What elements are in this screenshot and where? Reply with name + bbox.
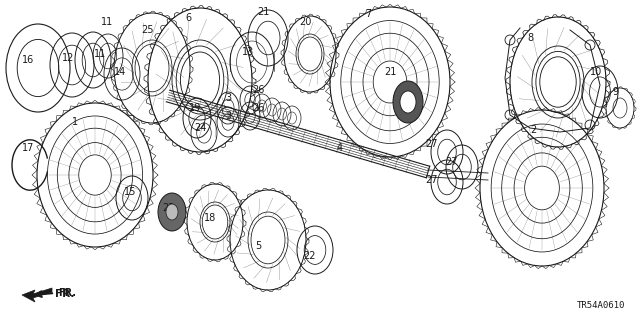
Text: 24: 24	[194, 123, 206, 133]
Text: 16: 16	[22, 55, 34, 65]
Text: 13: 13	[242, 47, 254, 57]
Text: 27: 27	[426, 175, 438, 185]
Text: 14: 14	[114, 67, 126, 77]
Text: 19: 19	[189, 103, 201, 113]
Text: 12: 12	[62, 53, 74, 63]
Ellipse shape	[393, 81, 423, 123]
Text: 11: 11	[101, 17, 113, 27]
Text: 22: 22	[304, 251, 316, 261]
Text: 23: 23	[162, 203, 174, 213]
Text: 2: 2	[530, 125, 536, 135]
Text: 8: 8	[527, 33, 533, 43]
Text: FR.: FR.	[55, 289, 74, 299]
Text: 3: 3	[225, 111, 231, 121]
Ellipse shape	[166, 204, 178, 220]
Ellipse shape	[158, 193, 186, 231]
Text: 4: 4	[337, 143, 343, 153]
Text: 7: 7	[365, 9, 371, 19]
Text: 10: 10	[590, 67, 602, 77]
Text: 17: 17	[22, 143, 34, 153]
Text: 5: 5	[255, 241, 261, 251]
Text: 3: 3	[225, 93, 231, 103]
Text: 1: 1	[72, 117, 78, 127]
Text: 27: 27	[426, 139, 438, 149]
Text: 20: 20	[299, 17, 311, 27]
Text: 6: 6	[185, 13, 191, 23]
Text: 9: 9	[612, 87, 618, 97]
Text: FR.: FR.	[58, 288, 76, 298]
Text: 27: 27	[445, 157, 458, 167]
Polygon shape	[22, 288, 52, 302]
Text: 21: 21	[257, 7, 269, 17]
Text: 15: 15	[124, 187, 136, 197]
Text: 26: 26	[252, 103, 264, 113]
Text: 25: 25	[141, 25, 154, 35]
Text: 21: 21	[384, 67, 396, 77]
Text: 11: 11	[94, 49, 106, 59]
Text: TR54A0610: TR54A0610	[577, 301, 625, 310]
Ellipse shape	[400, 91, 416, 113]
Text: 26: 26	[252, 85, 264, 95]
Text: 18: 18	[204, 213, 216, 223]
